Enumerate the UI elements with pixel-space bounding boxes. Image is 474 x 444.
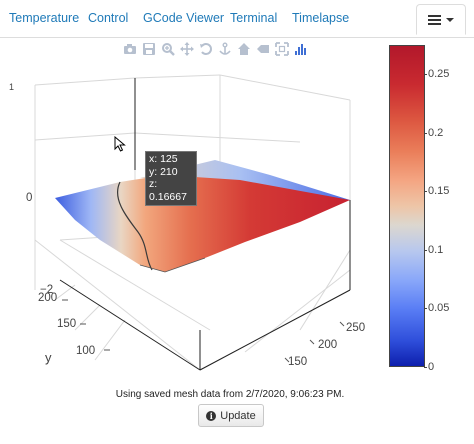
tooltip-x: x: 125 bbox=[149, 153, 178, 165]
colorbar-tick-label: 0.2 bbox=[428, 126, 444, 139]
orbit-icon[interactable] bbox=[196, 41, 215, 57]
tooltip-z: z: 0.16667 bbox=[149, 178, 187, 203]
hover-tooltip: x: 125 y: 210 z: 0.16667 bbox=[145, 151, 197, 206]
contour-line bbox=[117, 181, 153, 271]
y-axis-tick-150: 150 bbox=[57, 318, 77, 330]
zoom-icon[interactable] bbox=[158, 41, 177, 57]
plot-modebar bbox=[120, 41, 310, 57]
tab-timelapse[interactable]: Timelapse bbox=[292, 11, 350, 25]
colorbar-tickmark bbox=[424, 249, 427, 251]
colorbar-tickmark bbox=[424, 191, 427, 193]
tab-control[interactable]: Control bbox=[88, 11, 129, 25]
plot-axes-lines bbox=[59, 78, 351, 371]
tab-menu-button[interactable] bbox=[416, 4, 466, 35]
caret-down-icon bbox=[446, 17, 454, 22]
camera-icon[interactable] bbox=[120, 41, 139, 57]
update-button-label: Update bbox=[220, 409, 256, 422]
turntable-icon[interactable] bbox=[215, 41, 234, 57]
tooltip-y: y: 210 bbox=[149, 165, 178, 178]
z-axis-top-tick: 1 bbox=[9, 82, 15, 92]
surface-mesh bbox=[55, 175, 350, 272]
update-button[interactable]: i Update bbox=[198, 404, 264, 427]
autoscale-icon[interactable] bbox=[272, 41, 291, 57]
info-icon: i bbox=[206, 410, 217, 421]
colorbar-tick-label: 0.05 bbox=[428, 302, 450, 315]
colorbar-tick-label: 0.15 bbox=[428, 185, 450, 198]
reset-camera-icon[interactable] bbox=[253, 41, 272, 57]
surface-front-edge bbox=[139, 257, 206, 273]
colorbar-tickmark bbox=[424, 74, 427, 76]
colorbar-tick-label: 0.1 bbox=[428, 243, 444, 256]
surface-plot[interactable] bbox=[0, 40, 380, 385]
z-axis-tick-0: 0 bbox=[26, 192, 33, 204]
x-axis-tick-200: 200 bbox=[318, 339, 338, 351]
x-axis-tick-250: 250 bbox=[346, 322, 366, 334]
x-axis-tick-150: 150 bbox=[288, 356, 308, 368]
plotly-logo-icon[interactable] bbox=[291, 41, 310, 57]
colorbar bbox=[389, 45, 425, 367]
colorbar-tick-label: 0 bbox=[428, 361, 435, 373]
colorbar-tick-label: 0.25 bbox=[428, 68, 450, 81]
save-icon[interactable] bbox=[139, 41, 158, 57]
colorbar-tickmark bbox=[424, 367, 427, 368]
mesh-status-text: Using saved mesh data from 2/7/2020, 9:0… bbox=[115, 389, 345, 400]
axis-ticks bbox=[62, 299, 345, 363]
home-icon[interactable] bbox=[234, 41, 253, 57]
y-axis-tick-200: 200 bbox=[38, 292, 58, 304]
pan-icon[interactable] bbox=[177, 41, 196, 57]
colorbar-tickmark bbox=[424, 308, 427, 310]
tab-terminal[interactable]: Terminal bbox=[230, 11, 278, 25]
z-axis-tick-neg2: −2 bbox=[40, 284, 54, 296]
y-axis-title: y bbox=[45, 350, 52, 365]
hamburger-icon bbox=[428, 14, 441, 25]
tab-temperature[interactable]: Temperature bbox=[9, 11, 80, 25]
tab-bar: Temperature Control GCode Viewer Termina… bbox=[0, 0, 474, 38]
tab-gcode-viewer[interactable]: GCode Viewer bbox=[143, 11, 225, 25]
y-axis-tick-100: 100 bbox=[76, 345, 96, 357]
mouse-cursor-icon bbox=[114, 136, 126, 152]
colorbar-tickmark bbox=[424, 132, 427, 134]
